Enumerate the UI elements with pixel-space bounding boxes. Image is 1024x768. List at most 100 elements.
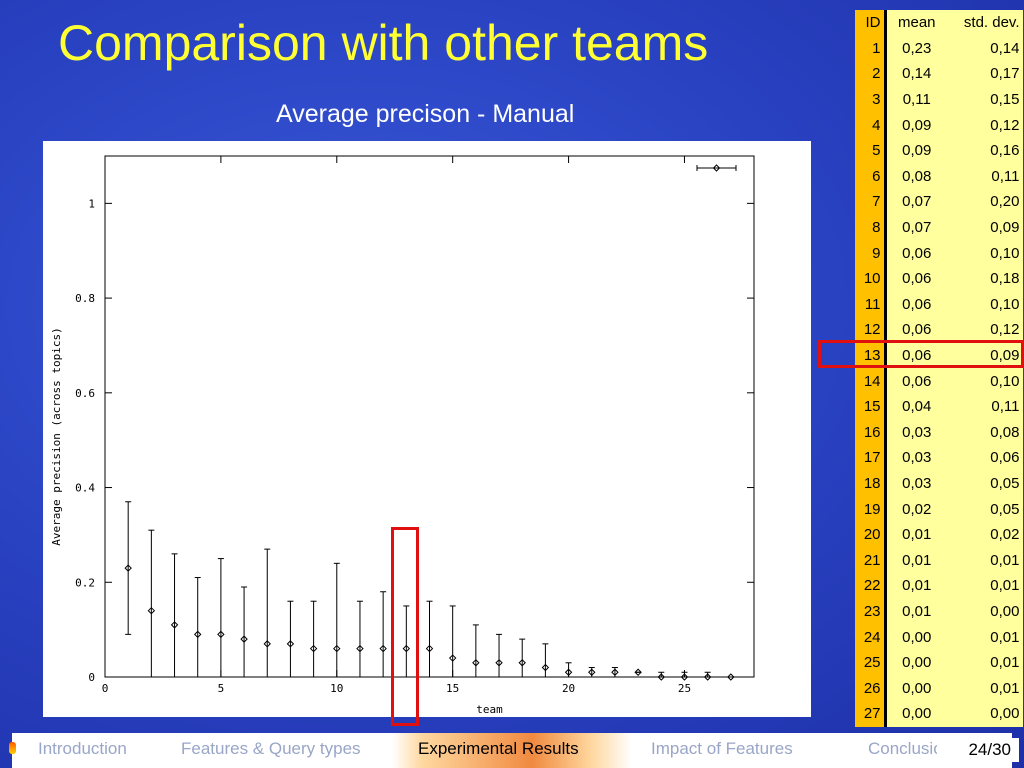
header-id: ID	[855, 10, 887, 36]
row-std-dev-cell: 0,11	[947, 393, 1023, 420]
row-std-dev-cell: 0,09	[947, 342, 1023, 369]
row-id-cell: 19	[855, 496, 887, 522]
data-point	[147, 606, 156, 615]
row-std-dev-cell: 0,16	[947, 137, 1023, 164]
row-std-dev-cell: 0,08	[947, 419, 1023, 446]
data-point	[518, 659, 526, 667]
data-point	[333, 644, 341, 653]
row-id-cell: 13	[855, 342, 887, 369]
row-mean-cell: 0,06	[885, 368, 947, 394]
row-id-cell: 16	[855, 419, 887, 446]
stats-table-container: ID mean std. dev. 1 0,23 0,14 2 0,14 0,17 3 0,1…	[855, 10, 1024, 727]
stats-table-row: 20 0,01 0,02	[855, 521, 1023, 548]
row-mean-cell: 0,11	[885, 86, 947, 113]
data-point	[634, 668, 642, 676]
data-point	[286, 640, 295, 648]
row-mean-cell: 0,03	[885, 445, 947, 471]
y-tick-label: 1	[88, 197, 95, 210]
data-point	[194, 630, 202, 639]
row-std-dev-cell: 0,12	[947, 317, 1023, 343]
row-std-dev-cell: 0,15	[947, 86, 1023, 113]
row-std-dev-cell: 0,10	[947, 368, 1023, 394]
header-mean: mean	[885, 10, 947, 36]
row-mean-cell: 0,00	[885, 649, 947, 676]
row-mean-cell: 0,01	[885, 547, 947, 574]
row-std-dev-cell: 0,18	[947, 265, 1023, 292]
row-id-cell: 25	[855, 649, 887, 676]
stats-table-row: 12 0,06 0,12	[855, 317, 1023, 343]
stats-table-row: 17 0,03 0,06	[855, 445, 1023, 471]
nav-tab-experimental-results[interactable]: Experimental Results	[418, 739, 579, 758]
row-id-cell: 4	[855, 112, 887, 138]
stats-table-row: 1 0,23 0,14	[855, 35, 1023, 62]
stats-table-row: 25 0,00 0,01	[855, 649, 1023, 676]
y-tick-label: 0.4	[75, 482, 95, 495]
row-std-dev-cell: 0,10	[947, 240, 1023, 266]
y-tick-label: 0	[88, 671, 95, 684]
data-point	[657, 673, 665, 681]
row-id-cell: 1	[855, 35, 887, 62]
row-id-cell: 23	[855, 598, 887, 625]
data-point	[402, 644, 411, 653]
row-id-cell: 8	[855, 214, 887, 241]
data-point	[448, 654, 457, 662]
data-point	[425, 644, 434, 653]
legend-point	[712, 164, 721, 172]
row-std-dev-cell: 0,14	[947, 35, 1023, 62]
data-point	[588, 668, 596, 676]
row-mean-cell: 0,03	[885, 419, 947, 446]
row-id-cell: 10	[855, 265, 887, 292]
stats-table-row: 22 0,01 0,01	[855, 573, 1023, 599]
stats-table-row: 13 0,06 0,09	[855, 342, 1023, 369]
stats-table-row: 10 0,06 0,18	[855, 265, 1023, 292]
data-point	[240, 635, 248, 643]
row-std-dev-cell: 0,10	[947, 291, 1023, 318]
page-number: 24/30	[937, 738, 1019, 762]
stats-table-row: 8 0,07 0,09	[855, 214, 1023, 241]
nav-tab-impact-of-features[interactable]: Impact of Features	[651, 739, 793, 758]
row-mean-cell: 0,06	[885, 291, 947, 318]
row-id-cell: 7	[855, 189, 887, 215]
row-std-dev-cell: 0,01	[947, 675, 1023, 702]
stats-table-row: 16 0,03 0,08	[855, 419, 1023, 446]
data-point	[727, 673, 735, 681]
row-std-dev-cell: 0,09	[947, 214, 1023, 241]
row-mean-cell: 0,00	[885, 675, 947, 702]
row-std-dev-cell: 0,05	[947, 470, 1023, 497]
stats-table-row: 7 0,07 0,20	[855, 189, 1023, 215]
row-mean-cell: 0,06	[885, 265, 947, 292]
stats-table-row: 26 0,00 0,01	[855, 675, 1023, 702]
row-std-dev-cell: 0,01	[947, 547, 1023, 574]
y-tick-label: 0.2	[75, 576, 95, 589]
row-id-cell: 12	[855, 317, 887, 343]
row-id-cell: 24	[855, 624, 887, 650]
row-mean-cell: 0,06	[885, 317, 947, 343]
stats-table-row: 5 0,09 0,16	[855, 137, 1023, 164]
row-mean-cell: 0,03	[885, 470, 947, 497]
data-point	[379, 644, 387, 653]
data-point	[217, 630, 225, 639]
row-id-cell: 15	[855, 393, 887, 420]
stats-table-row: 18 0,03 0,05	[855, 470, 1023, 497]
row-std-dev-cell: 0,17	[947, 61, 1023, 87]
row-id-cell: 26	[855, 675, 887, 702]
stats-table-row: 27 0,00 0,00	[855, 701, 1023, 727]
data-point	[611, 668, 619, 676]
row-mean-cell: 0,09	[885, 137, 947, 164]
data-point	[472, 659, 480, 667]
row-mean-cell: 0,14	[885, 61, 947, 87]
data-point	[170, 621, 179, 629]
nav-tab-introduction[interactable]: Introduction	[38, 739, 127, 758]
row-std-dev-cell: 0,01	[947, 573, 1023, 599]
row-id-cell: 17	[855, 445, 887, 471]
row-id-cell: 20	[855, 521, 887, 548]
data-point	[541, 663, 550, 672]
nav-tab-features-query-types[interactable]: Features & Query types	[181, 739, 361, 758]
row-id-cell: 21	[855, 547, 887, 574]
stats-table-row: 23 0,01 0,00	[855, 598, 1023, 625]
chart-panel: 0 0.2 0.4 0.6 0.8 1 0 5 10 15 20 25 team Average prec…	[43, 141, 811, 717]
row-id-cell: 3	[855, 86, 887, 113]
data-point	[263, 640, 271, 648]
x-tick-label: 0	[102, 682, 109, 695]
